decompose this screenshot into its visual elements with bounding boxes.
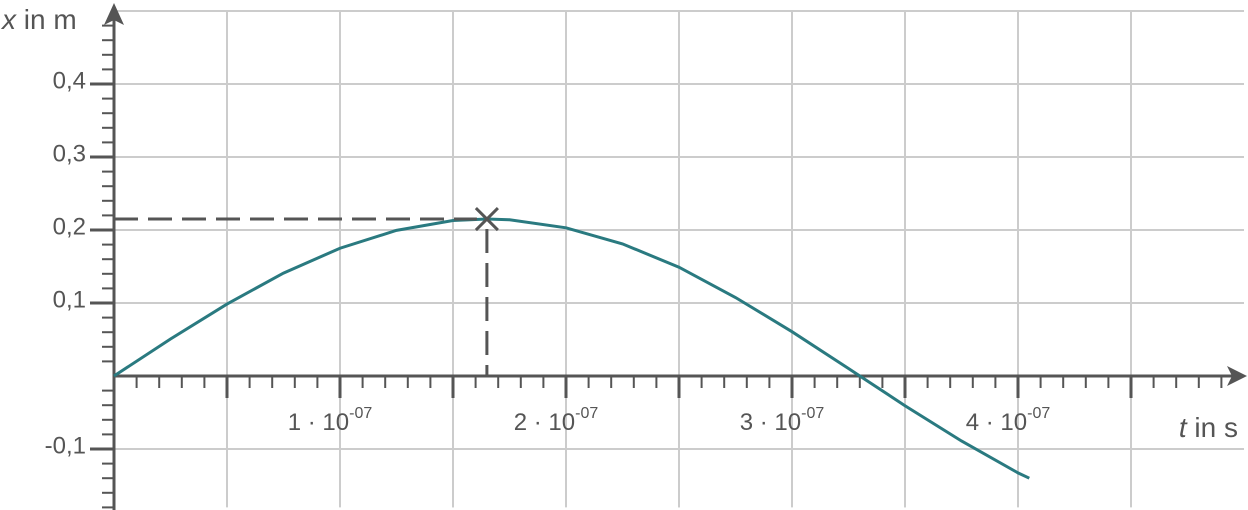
y-tick-label: 0,2 (53, 213, 86, 240)
x-tick-label: 4 · 10-07 (966, 405, 1051, 436)
y-tick-label: -0,1 (45, 432, 86, 459)
y-tick-label: 0,3 (53, 140, 86, 167)
x-tick-exponent: -07 (349, 405, 372, 422)
x-tick-label: 2 · 10-07 (514, 405, 599, 436)
x-axis-arrow (1227, 366, 1247, 386)
y-tick-label: 0,4 (53, 67, 86, 94)
x-tick-label: 3 · 10-07 (740, 405, 825, 436)
y-axis-label: x in m (0, 4, 77, 35)
marker (474, 206, 499, 232)
marker-guide (114, 217, 489, 376)
x-tick-exponent: -07 (575, 405, 598, 422)
x-axis-label: t in s (1179, 412, 1238, 443)
grid (114, 10, 1244, 508)
x-tick-base: 1 · 10 (288, 409, 349, 436)
y-axis-arrow (104, 3, 124, 25)
x-tick-exponent: -07 (1027, 405, 1050, 422)
x-tick-base: 4 · 10 (966, 409, 1027, 436)
y-tick-label: 0,1 (53, 286, 86, 313)
x-tick-base: 2 · 10 (514, 409, 575, 436)
data-line (113, 217, 1030, 480)
x-tick-label: 1 · 10-07 (288, 405, 373, 436)
x-tick-base: 3 · 10 (740, 409, 801, 436)
x-tick-exponent: -07 (801, 405, 824, 422)
